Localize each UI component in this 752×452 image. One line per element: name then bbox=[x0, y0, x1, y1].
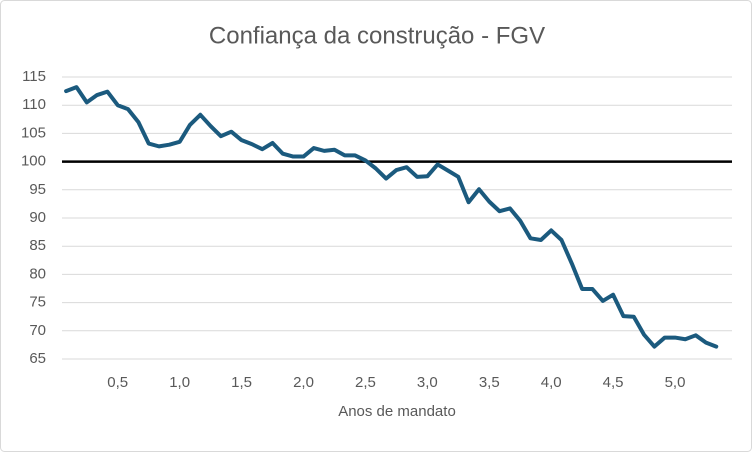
y-tick-label: 85 bbox=[29, 237, 46, 254]
x-tick-label: 4,0 bbox=[541, 374, 562, 391]
y-tick-label: 65 bbox=[29, 350, 46, 367]
chart-title: Confiança da construção - FGV bbox=[209, 22, 545, 49]
y-tick-label: 90 bbox=[29, 209, 46, 226]
x-tick-label: 2,5 bbox=[355, 374, 376, 391]
data-line bbox=[64, 85, 719, 349]
y-tick-label: 80 bbox=[29, 265, 46, 282]
y-tick-label: 115 bbox=[22, 68, 46, 85]
x-tick-label: 5,0 bbox=[665, 374, 686, 391]
y-tick-label: 110 bbox=[22, 96, 46, 113]
y-tick-label: 75 bbox=[29, 294, 46, 311]
y-tick-label: 95 bbox=[29, 181, 46, 198]
x-tick-label: 2,0 bbox=[293, 374, 314, 391]
y-tick-label: 70 bbox=[29, 322, 46, 339]
y-tick-label: 100 bbox=[21, 153, 46, 170]
x-tick-label: 0,5 bbox=[107, 374, 128, 391]
x-tick-label: 4,5 bbox=[603, 374, 624, 391]
x-axis-title: Anos de mandato bbox=[338, 403, 456, 420]
x-tick-label: 3,5 bbox=[479, 374, 500, 391]
x-tick-label: 1,0 bbox=[169, 374, 190, 391]
x-tick-label: 3,0 bbox=[417, 374, 438, 391]
x-tick-label: 1,5 bbox=[231, 374, 252, 391]
y-tick-label: 105 bbox=[21, 124, 46, 141]
